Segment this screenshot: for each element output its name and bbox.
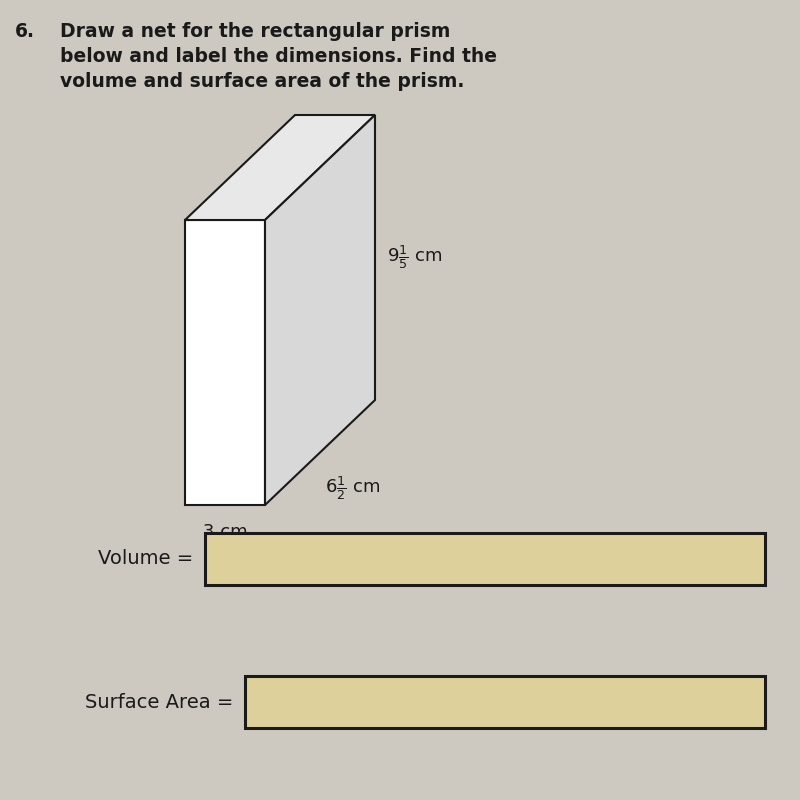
Text: Volume =: Volume = (98, 550, 193, 569)
Text: 3 cm: 3 cm (202, 523, 247, 541)
FancyBboxPatch shape (205, 533, 765, 585)
Text: Surface Area =: Surface Area = (85, 693, 233, 711)
Text: 6.: 6. (15, 22, 35, 41)
FancyBboxPatch shape (245, 676, 765, 728)
Polygon shape (185, 115, 375, 220)
Polygon shape (185, 220, 265, 505)
Text: Draw a net for the rectangular prism
below and label the dimensions. Find the
vo: Draw a net for the rectangular prism bel… (60, 22, 497, 91)
Text: $6\frac{1}{2}$ cm: $6\frac{1}{2}$ cm (325, 474, 380, 502)
Polygon shape (265, 115, 375, 505)
Text: $9\frac{1}{5}$ cm: $9\frac{1}{5}$ cm (387, 243, 442, 271)
